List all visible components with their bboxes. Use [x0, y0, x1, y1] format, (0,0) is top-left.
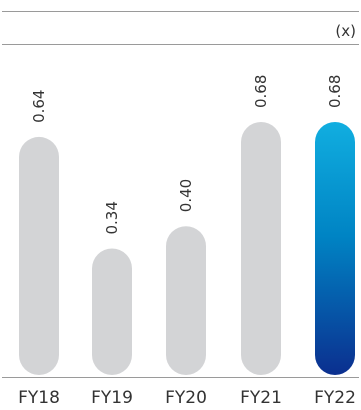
x-tick-fy19: FY19 — [91, 388, 133, 408]
value-label-fy19: 0.34 — [103, 201, 121, 234]
x-tick-fy18: FY18 — [18, 388, 60, 408]
value-label-fy22: 0.68 — [326, 75, 344, 108]
x-tick-fy21: FY21 — [240, 388, 282, 408]
value-label-fy21: 0.68 — [252, 75, 270, 108]
value-label-fy18: 0.64 — [30, 90, 48, 123]
bar-fy21 — [241, 122, 281, 375]
bar-fy19 — [92, 248, 132, 375]
x-tick-fy22: FY22 — [314, 388, 356, 408]
bar-fy22 — [315, 122, 355, 375]
x-tick-fy20: FY20 — [165, 388, 207, 408]
value-labels: 0.64 0.34 0.40 0.68 0.68 — [30, 75, 344, 235]
unit-label: (x) — [335, 22, 356, 40]
bar-fy18 — [19, 136, 59, 375]
x-tick-labels: FY18 FY19 FY20 FY21 FY22 — [18, 388, 356, 408]
bars — [19, 122, 355, 375]
value-label-fy20: 0.40 — [177, 179, 195, 212]
bar-fy20 — [166, 226, 206, 375]
